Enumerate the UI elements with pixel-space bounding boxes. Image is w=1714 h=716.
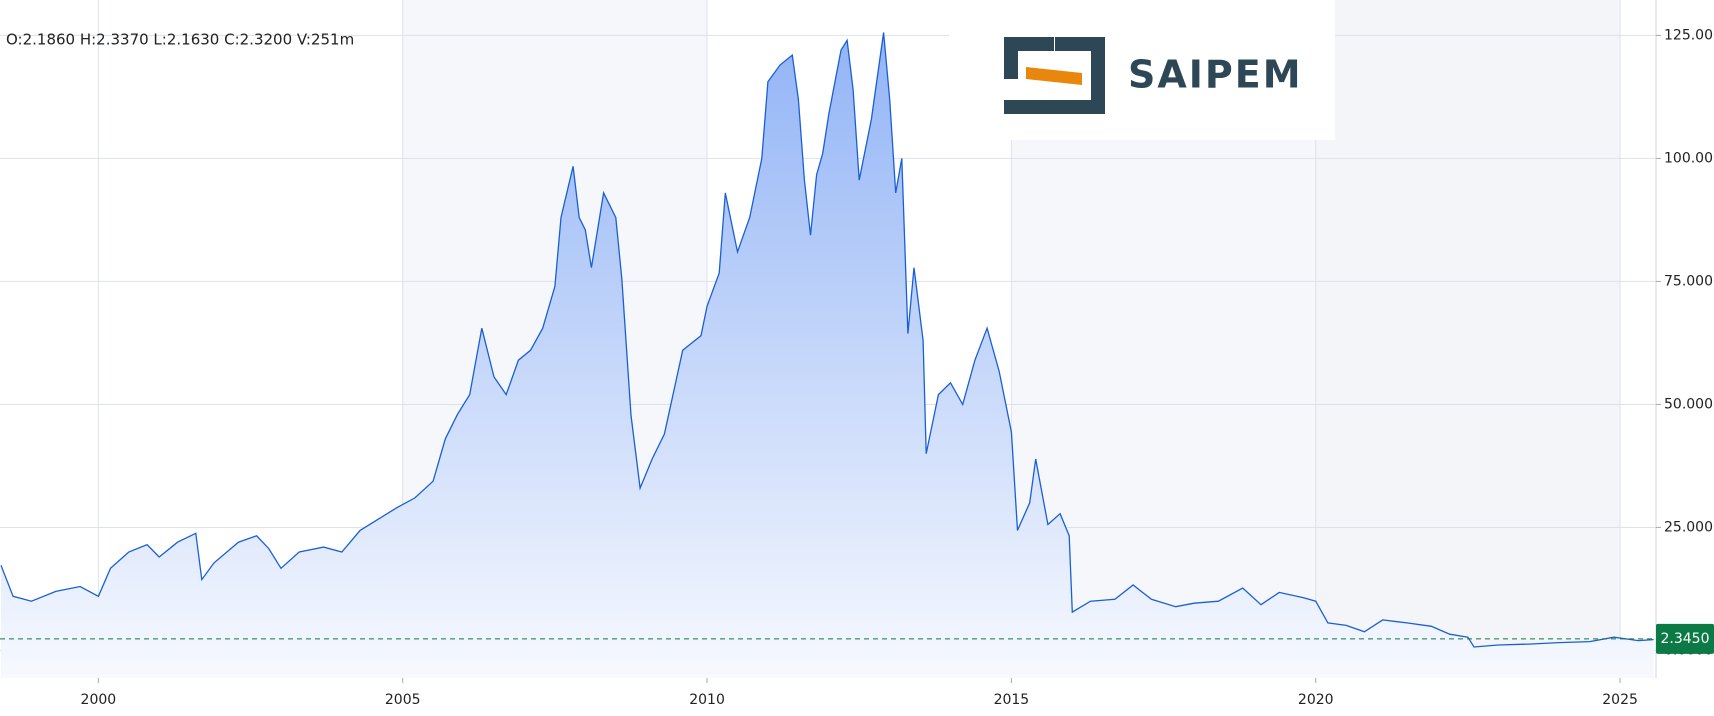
area-fill: [1, 32, 1654, 678]
logo-text: SAIPEM: [1128, 53, 1303, 97]
last-price-label: 2.3450: [1661, 631, 1710, 647]
x-tick-label: 2025: [1602, 692, 1638, 708]
y-tick-label: 50.0000: [1664, 396, 1714, 412]
x-tick-label: 2000: [81, 692, 117, 708]
band: [1316, 0, 1620, 678]
logo: SAIPEM: [949, 0, 1335, 140]
price-line: [0, 32, 1654, 648]
y-tick-label: 25.0000: [1664, 519, 1714, 535]
logo-icon: [1004, 37, 1105, 114]
x-tick-label: 2010: [689, 692, 725, 708]
last-price-badge: [1656, 623, 1714, 654]
y-tick-label: 125.0000: [1664, 27, 1714, 43]
y-tick-label: 100.0000: [1664, 150, 1714, 166]
y-tick-label: 75.0000: [1664, 273, 1714, 289]
x-tick-label: 2005: [385, 692, 421, 708]
ohlc: O:2.1860 H:2.3370 L:2.1630 C:2.3200 V:25…: [6, 31, 354, 49]
logo-icon: [1026, 67, 1082, 85]
x-tick-label: 2015: [994, 692, 1030, 708]
x-tick-label: 2020: [1298, 692, 1334, 708]
